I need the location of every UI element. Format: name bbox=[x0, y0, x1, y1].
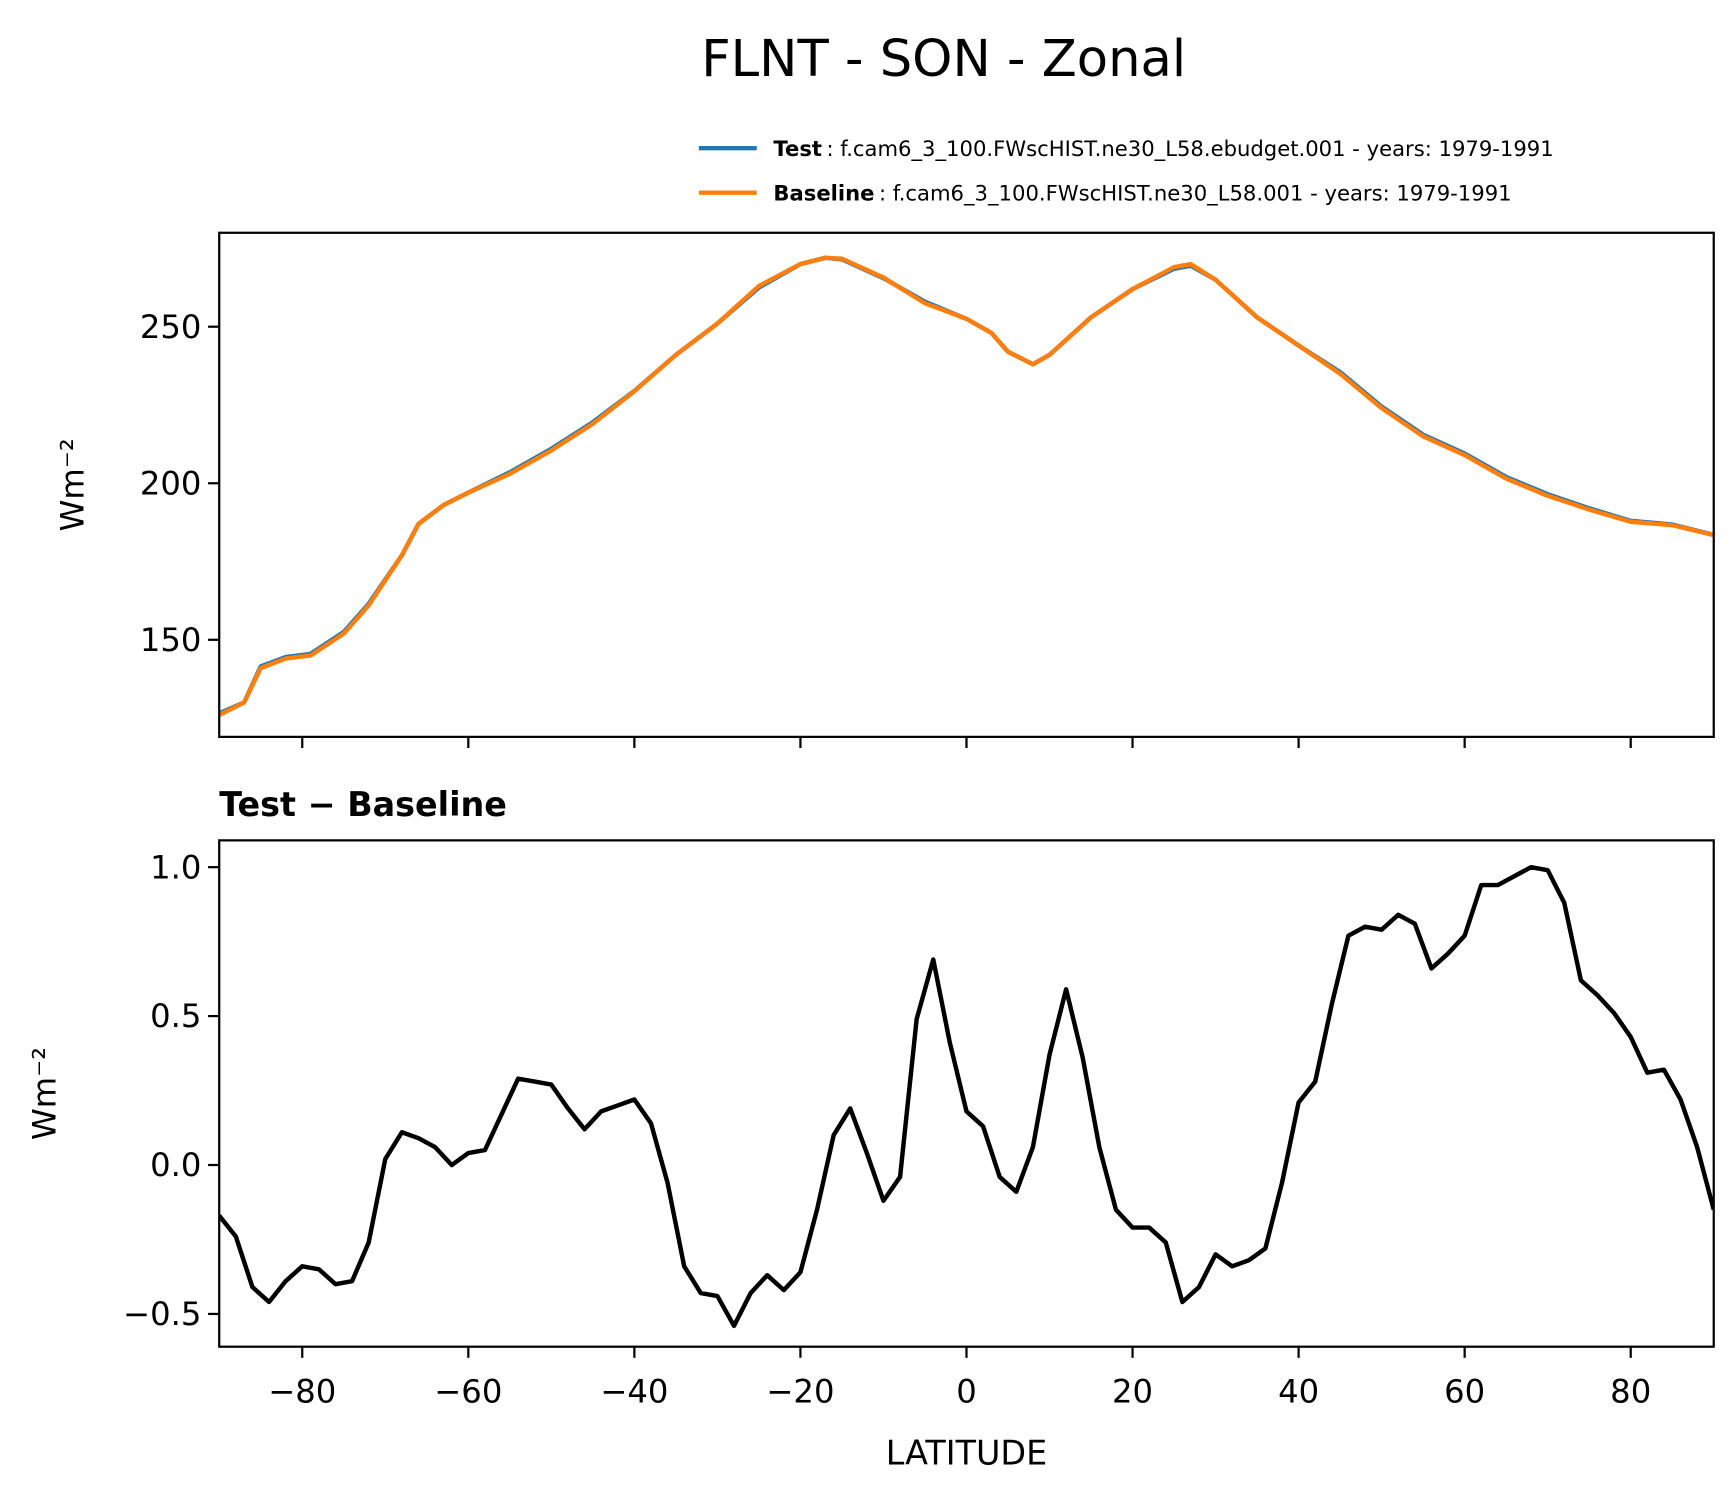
y-axis-label: Wm⁻² bbox=[26, 1047, 64, 1140]
x-tick-label: 40 bbox=[1278, 1372, 1319, 1410]
y-tick-label: 1.0 bbox=[150, 848, 201, 886]
legend-description: : f.cam6_3_100.FWscHIST.ne30_L58.001 - y… bbox=[879, 180, 1512, 206]
legend-name: Baseline bbox=[773, 180, 874, 205]
x-axis-label: LATITUDE bbox=[886, 1434, 1047, 1473]
y-axis-label: Wm⁻² bbox=[53, 438, 91, 531]
y-tick-label: 0.5 bbox=[150, 997, 201, 1035]
y-tick-label: 150 bbox=[140, 621, 202, 659]
data-line bbox=[219, 255, 1714, 717]
data-line bbox=[219, 864, 1714, 1329]
x-tick-label: 60 bbox=[1444, 1372, 1485, 1410]
panel-title: Test − Baseline bbox=[219, 785, 507, 824]
x-tick-label: −80 bbox=[268, 1372, 336, 1410]
axes-frame bbox=[218, 231, 1715, 738]
y-tick-label: −0.5 bbox=[123, 1295, 201, 1333]
y-tick-label: 250 bbox=[140, 308, 202, 346]
y-tick-label: 200 bbox=[140, 464, 202, 502]
x-tick-label: −60 bbox=[434, 1372, 502, 1410]
x-tick-label: 80 bbox=[1610, 1372, 1651, 1410]
figure-title: FLNT - SON - Zonal bbox=[701, 29, 1186, 89]
x-tick-label: −40 bbox=[600, 1372, 668, 1410]
x-tick-label: −20 bbox=[766, 1372, 834, 1410]
legend-entry: Baseline: f.cam6_3_100.FWscHIST.ne30_L58… bbox=[773, 180, 1511, 206]
x-tick-label: 20 bbox=[1112, 1372, 1153, 1410]
legend-description: : f.cam6_3_100.FWscHIST.ne30_L58.ebudget… bbox=[826, 136, 1553, 162]
legend-entry: Test: f.cam6_3_100.FWscHIST.ne30_L58.ebu… bbox=[773, 136, 1553, 162]
axes-frame bbox=[218, 839, 1715, 1348]
legend-name: Test bbox=[773, 136, 822, 161]
x-tick-label: 0 bbox=[956, 1372, 977, 1410]
y-tick-label: 0.0 bbox=[150, 1146, 201, 1184]
